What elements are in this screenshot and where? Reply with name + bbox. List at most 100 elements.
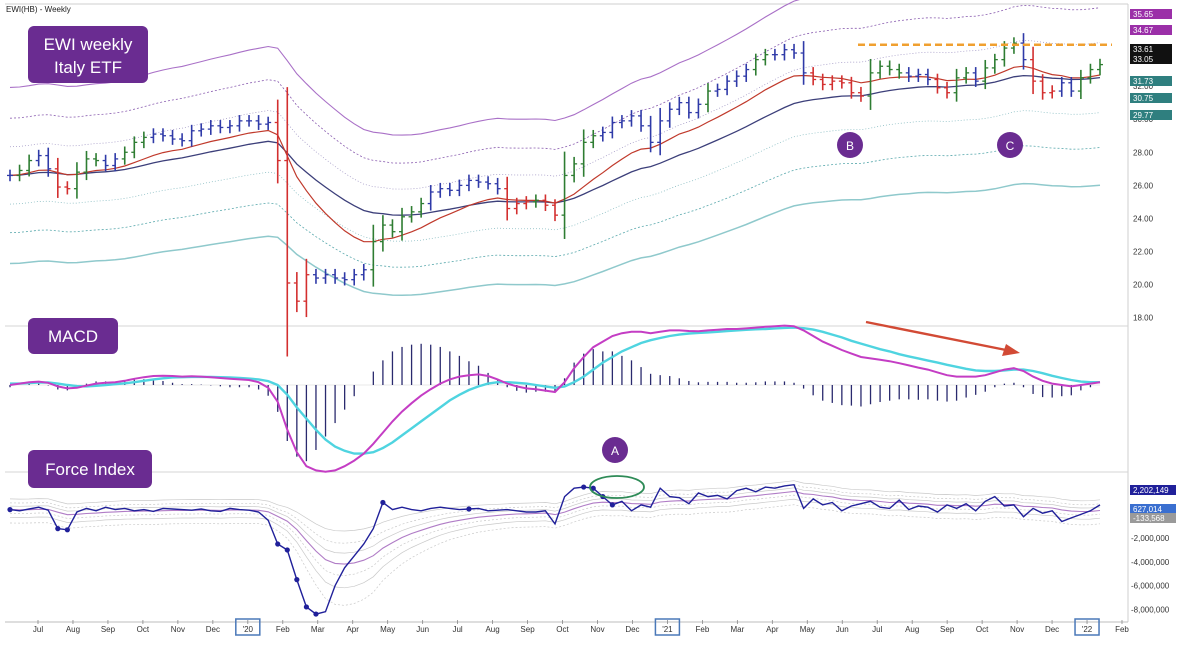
- force-index-point: [609, 502, 615, 508]
- price-bar: [542, 194, 549, 212]
- price-bar: [857, 86, 864, 102]
- x-tick-label: Jul: [33, 625, 43, 634]
- force-tick-label: -8,000,000: [1131, 605, 1170, 614]
- force-band-line: [9, 487, 1101, 554]
- price-bar: [743, 63, 750, 82]
- price-bar: [198, 123, 205, 137]
- price-bar: [7, 169, 13, 182]
- price-bar: [867, 58, 874, 110]
- price-badge: 29.77: [1130, 110, 1172, 120]
- year-marker-box: [235, 618, 261, 636]
- macd-main-line: [9, 324, 1101, 473]
- force-index-point: [55, 526, 61, 532]
- price-bar: [370, 224, 377, 287]
- price-bar: [207, 120, 214, 135]
- x-tick-label: Sep: [940, 625, 955, 634]
- price-bar: [312, 268, 319, 284]
- x-tick-label: Jul: [452, 625, 462, 634]
- price-tick-label: 22.00: [1133, 248, 1154, 257]
- price-bar: [54, 157, 61, 198]
- x-tick-label: Feb: [276, 625, 290, 634]
- price-badge-bg: [1130, 54, 1172, 64]
- price-bar: [599, 126, 606, 142]
- price-bar: [953, 68, 960, 102]
- price-bar: [685, 96, 692, 119]
- force-badge-bg: [1130, 485, 1176, 495]
- price-bar: [179, 133, 186, 147]
- price-bar: [169, 129, 176, 145]
- price-bar: [1068, 77, 1075, 97]
- x-tick-label: May: [380, 625, 395, 634]
- price-bar: [1087, 63, 1094, 84]
- price-bar: [810, 67, 817, 86]
- x-tick-label: Aug: [66, 625, 80, 634]
- price-bar: [1020, 33, 1027, 70]
- x-tick-label: Aug: [905, 625, 919, 634]
- marker-c: C: [997, 132, 1023, 158]
- price-bar: [26, 154, 33, 177]
- price-bar: [896, 63, 903, 79]
- force-badge-label: 2,202,149: [1133, 486, 1169, 495]
- price-bar: [924, 68, 931, 86]
- price-bar: [704, 83, 711, 113]
- price-bar: [609, 116, 616, 139]
- price-bar: [513, 197, 520, 215]
- price-badge-label: 31.73: [1133, 77, 1154, 86]
- price-badge: 30.75: [1130, 93, 1172, 103]
- year-marker-box: [654, 618, 681, 636]
- price-bar: [561, 151, 568, 239]
- price-badge-label: 34.67: [1133, 26, 1154, 35]
- price-bar: [217, 120, 224, 134]
- price-bar: [427, 185, 434, 211]
- force-badge-label: -133,568: [1133, 514, 1165, 523]
- price-bar: [465, 174, 472, 192]
- force-band-line: [9, 480, 1101, 532]
- price-bar: [618, 115, 625, 129]
- price-bar: [446, 182, 453, 197]
- price-bar: [676, 96, 683, 116]
- price-bar: [791, 43, 798, 59]
- price-badge-label: 35.65: [1133, 10, 1154, 19]
- price-bar: [322, 268, 329, 284]
- price-bar: [915, 68, 922, 82]
- price-badge-bg: [1130, 44, 1172, 54]
- marker-c-label: C: [1006, 139, 1015, 153]
- price-badge-bg: [1130, 9, 1172, 19]
- price-bar: [504, 176, 511, 221]
- x-tick-label: '21: [662, 625, 673, 634]
- price-bar: [437, 182, 444, 198]
- price-badge-label: 29.77: [1133, 111, 1154, 120]
- price-bar: [1039, 74, 1046, 100]
- price-bar: [771, 48, 778, 61]
- price-bar: [590, 129, 597, 149]
- price-badge-bg: [1130, 25, 1172, 35]
- price-bar: [379, 215, 386, 252]
- price-bar: [64, 181, 71, 195]
- price-bar: [657, 107, 664, 156]
- price-bar: [838, 75, 845, 89]
- price-bar: [246, 115, 253, 127]
- price-bar: [991, 53, 998, 74]
- price-badge-label: 30.75: [1133, 94, 1154, 103]
- force-band-line: [9, 484, 1101, 544]
- price-tick-label: 18.00: [1133, 314, 1154, 323]
- force-index-point: [380, 499, 386, 506]
- price-bar: [494, 177, 501, 195]
- price-tick-label: 32.00: [1133, 82, 1154, 91]
- marker-a: A: [602, 437, 628, 463]
- force-index-point: [581, 484, 587, 490]
- force-index-point: [275, 541, 281, 547]
- price-bar: [944, 81, 951, 99]
- x-tick-label: Dec: [206, 625, 220, 634]
- price-bar: [456, 179, 463, 197]
- price-bar: [1049, 85, 1056, 99]
- force-tick-label: -2,000,000: [1131, 534, 1170, 543]
- price-badge: 33.61: [1130, 44, 1172, 54]
- price-bar: [485, 176, 492, 190]
- price-bar: [341, 272, 348, 286]
- price-bar: [131, 136, 138, 159]
- price-bar: [848, 76, 855, 99]
- x-tick-label: Oct: [976, 625, 989, 634]
- price-bar: [236, 115, 243, 132]
